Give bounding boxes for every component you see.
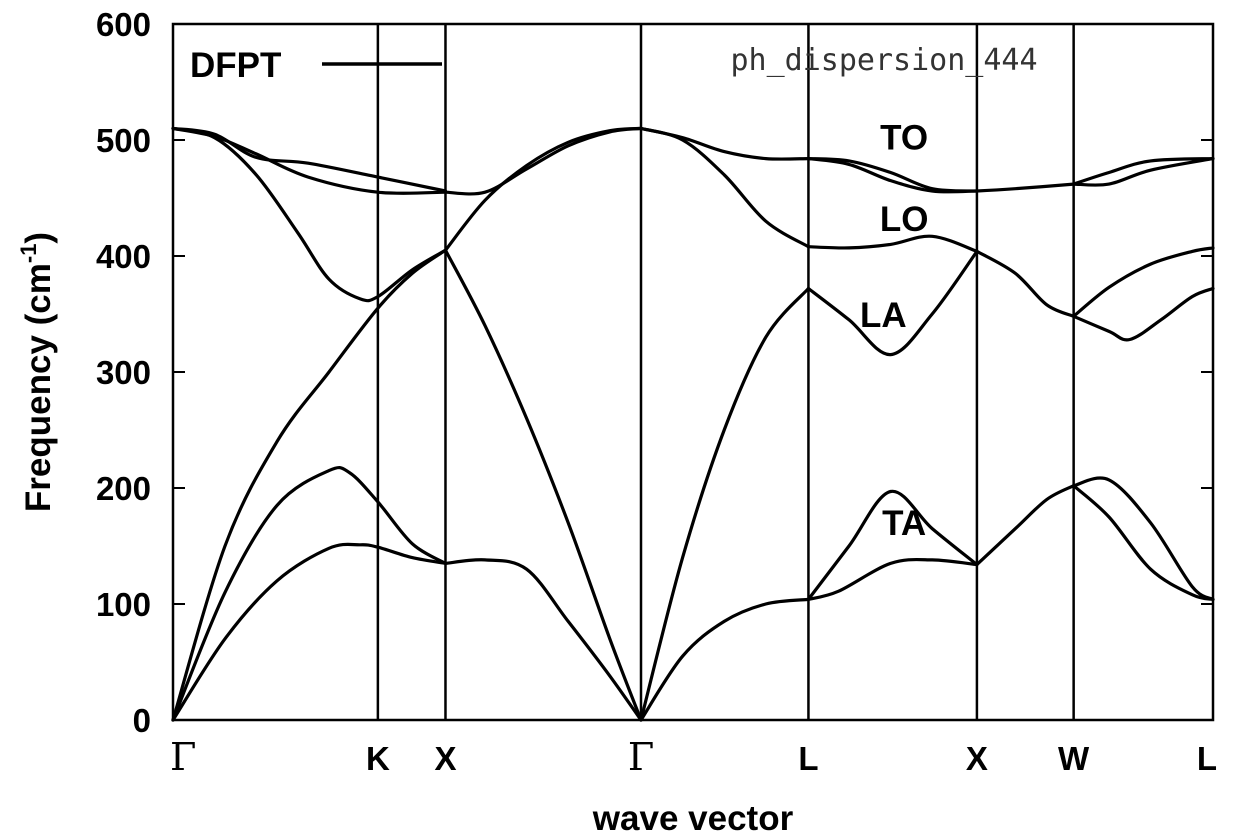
y-tick-label: 400 — [96, 238, 151, 275]
y-axis-title-close: ) — [19, 232, 58, 244]
y-tick-label: 300 — [96, 354, 151, 391]
phonon-band-segment — [806, 234, 979, 253]
band-label-lo: LO — [880, 200, 929, 239]
x-tick-label: Γ — [628, 735, 654, 779]
legend: DFPT — [190, 46, 442, 85]
phonon-band-segment — [171, 126, 448, 193]
y-tick-label: 200 — [96, 470, 151, 507]
band-label-ta: TA — [882, 504, 926, 543]
y-axis-title-main: Frequency (cm — [19, 263, 58, 512]
phonon-band-segment — [1072, 157, 1215, 187]
x-tick-label: L — [1197, 740, 1217, 777]
phonon-band-segment — [1072, 157, 1215, 186]
phonon-band-segment — [806, 157, 979, 193]
y-axis-title: Frequency (cm-1) — [16, 232, 58, 512]
y-axis-tick-labels: 0 100 200 300 400 500 600 — [96, 6, 151, 739]
phonon-band-segment — [806, 557, 979, 601]
phonon-band-segment — [171, 465, 448, 722]
y-tick-label: 0 — [133, 702, 151, 739]
phonon-band-segment — [975, 182, 1076, 193]
phonon-band-segment — [639, 126, 810, 249]
phonon-band-segment — [443, 248, 643, 722]
phonon-band-segment — [975, 484, 1076, 567]
plot-frame — [171, 22, 1215, 722]
plot-title: ph_dispersion_444 — [730, 43, 1037, 78]
phonon-bands — [171, 126, 1215, 722]
x-tick-label: X — [966, 740, 988, 777]
phonon-band-segment — [443, 126, 643, 252]
high-symmetry-lines — [376, 24, 1075, 720]
phonon-band-segment — [171, 542, 448, 722]
legend-label: DFPT — [190, 46, 281, 85]
phonon-band-segment — [1072, 476, 1215, 601]
phonon-band-segment — [639, 126, 810, 161]
x-tick-label: Γ — [170, 735, 196, 779]
phonon-band-segment — [443, 558, 643, 722]
y-axis-title-superscript: -1 — [16, 244, 41, 264]
phonon-band-segment — [639, 597, 810, 722]
band-label-la: LA — [860, 296, 907, 335]
phonon-band-segment — [1072, 484, 1215, 601]
y-tick-label: 500 — [96, 122, 151, 159]
phonon-band-segment — [171, 126, 448, 195]
x-axis-title: wave vector — [592, 799, 794, 838]
phonon-band-segment — [443, 126, 643, 196]
phonon-band-segment — [806, 157, 979, 194]
band-label-to: TO — [880, 119, 928, 158]
x-tick-label: L — [798, 740, 818, 777]
y-tick-label: 600 — [96, 6, 151, 43]
phonon-band-segment — [171, 248, 448, 722]
band-labels: TO LO LA TA — [860, 119, 928, 543]
phonon-band-segment — [639, 286, 810, 722]
phonon-band-segment — [1072, 246, 1215, 318]
x-tick-label: X — [434, 740, 456, 777]
y-tick-label: 100 — [96, 586, 151, 623]
phonon-band-segment — [1072, 286, 1215, 342]
phonon-band-segment — [806, 489, 979, 601]
x-tick-label: K — [366, 740, 390, 777]
phonon-band-segment — [806, 249, 979, 357]
x-tick-label: W — [1058, 740, 1090, 777]
phonon-band-segment — [171, 126, 448, 303]
phonon-band-segment — [975, 249, 1076, 318]
